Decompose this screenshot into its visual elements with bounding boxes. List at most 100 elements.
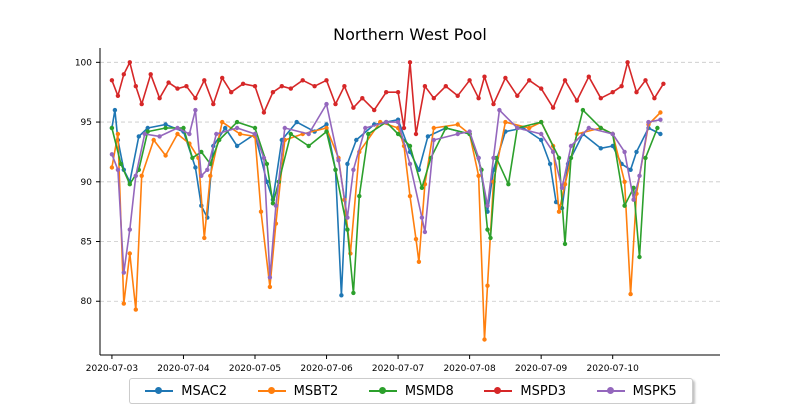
legend-swatch-msac2 — [145, 385, 174, 397]
x-tick-label: 2020-07-03 — [86, 364, 138, 374]
data-point-mspd3 — [413, 131, 419, 137]
data-point-msmd8 — [655, 125, 660, 131]
data-point-mspd3 — [503, 75, 508, 81]
x-axis-ticks: 2020-07-03 2020-07-04 2020-07-05 2020-07-06… — [86, 355, 639, 374]
data-point-mspk5 — [252, 131, 258, 137]
data-point-mspd3 — [539, 86, 544, 91]
data-point-msac2 — [193, 165, 198, 170]
data-point-mspd3 — [342, 84, 347, 89]
data-point-mspd3 — [300, 78, 305, 83]
data-point-mspk5 — [157, 134, 162, 139]
data-point-mspd3 — [598, 96, 603, 101]
data-point-msbt2 — [127, 251, 132, 256]
y-axis-ticks: 80 85 90 95 100 — [75, 58, 100, 307]
data-point-mspd3 — [202, 78, 207, 83]
data-point-mspk5 — [336, 158, 341, 163]
y-tick-label: 80 — [81, 297, 93, 307]
legend-swatch-msmd8 — [368, 385, 397, 397]
data-point-msmd8 — [357, 193, 362, 199]
data-point-mspd3 — [515, 93, 520, 99]
data-point-msbt2 — [133, 307, 138, 312]
data-point-msbt2 — [485, 283, 490, 288]
data-point-msmd8 — [351, 290, 356, 296]
data-point-msac2 — [425, 134, 431, 139]
data-point-mspd3 — [527, 78, 532, 83]
data-point-mspk5 — [199, 173, 204, 178]
data-point-mspd3 — [395, 90, 401, 95]
legend-item-msbt2: MSBT2 — [257, 383, 339, 399]
data-point-mspk5 — [559, 185, 565, 190]
data-point-msbt2 — [202, 235, 207, 241]
data-point-msbt2 — [413, 236, 419, 242]
series-lines — [109, 60, 666, 342]
data-point-mspd3 — [261, 110, 267, 115]
data-point-mspd3 — [482, 74, 487, 79]
data-point-mspk5 — [431, 137, 436, 143]
data-point-msmd8 — [345, 227, 350, 232]
x-tick-label: 2020-07-05 — [229, 364, 281, 374]
data-point-msbt2 — [658, 110, 663, 115]
data-point-mspd3 — [333, 101, 338, 107]
data-point-mspd3 — [184, 84, 189, 89]
data-point-msmd8 — [252, 125, 258, 131]
data-point-msmd8 — [324, 129, 329, 134]
series-mspd3 — [109, 60, 666, 137]
data-point-mspk5 — [109, 152, 115, 157]
data-point-mspd3 — [270, 90, 276, 95]
data-point-mspk5 — [550, 149, 556, 155]
data-point-msmd8 — [163, 125, 168, 131]
data-point-msbt2 — [220, 119, 225, 125]
data-point-mspd3 — [455, 93, 460, 99]
data-point-msmd8 — [217, 137, 222, 143]
legend-label-msbt2: MSBT2 — [293, 383, 339, 399]
data-point-msac2 — [547, 161, 553, 167]
data-point-msmd8 — [539, 119, 544, 125]
data-point-msac2 — [163, 122, 168, 127]
data-point-msmd8 — [190, 155, 195, 161]
data-point-mspk5 — [455, 131, 460, 137]
legend-swatch-mspd3 — [484, 385, 513, 397]
y-tick-label: 90 — [81, 178, 93, 188]
series-line-msbt2 — [111, 111, 661, 341]
data-point-mspk5 — [121, 270, 127, 275]
data-point-msmd8 — [395, 131, 401, 137]
gridlines — [100, 61, 720, 302]
data-point-mspd3 — [324, 78, 329, 83]
data-point-mspd3 — [360, 96, 365, 101]
data-point-mspk5 — [395, 119, 401, 125]
data-point-mspd3 — [240, 81, 246, 87]
y-tick-label: 100 — [75, 58, 92, 68]
data-point-msbt2 — [455, 122, 460, 127]
data-point-mspk5 — [637, 173, 642, 178]
data-point-msbt2 — [109, 165, 115, 170]
data-point-msbt2 — [622, 179, 627, 184]
data-point-msbt2 — [175, 131, 180, 137]
data-point-msbt2 — [476, 173, 481, 178]
data-point-mspd3 — [312, 84, 317, 89]
data-point-mspd3 — [652, 96, 657, 101]
data-point-mspd3 — [634, 90, 639, 95]
data-point-msbt2 — [482, 337, 487, 342]
x-tick-label: 2020-07-09 — [515, 364, 568, 374]
data-point-msbt2 — [163, 153, 168, 158]
data-point-mspk5 — [476, 155, 481, 161]
x-tick-label: 2020-07-07 — [372, 364, 424, 374]
data-point-mspk5 — [422, 229, 428, 235]
y-tick-label: 85 — [81, 238, 92, 248]
data-point-mspd3 — [121, 72, 127, 77]
legend-item-msmd8: MSMD8 — [368, 384, 454, 399]
data-point-mspd3 — [229, 90, 234, 95]
data-point-mspk5 — [586, 125, 591, 131]
data-point-msac2 — [539, 137, 544, 143]
data-point-msbt2 — [139, 173, 144, 178]
data-point-msmd8 — [580, 107, 586, 113]
data-point-msbt2 — [527, 125, 532, 131]
data-point-mspd3 — [562, 78, 568, 83]
data-point-mspk5 — [351, 167, 356, 172]
data-point-msac2 — [324, 122, 329, 127]
data-point-mspd3 — [139, 101, 144, 107]
data-point-mspd3 — [401, 125, 407, 131]
series-msmd8 — [109, 107, 660, 296]
data-point-msbt2 — [407, 193, 413, 199]
data-point-msmd8 — [366, 131, 371, 137]
